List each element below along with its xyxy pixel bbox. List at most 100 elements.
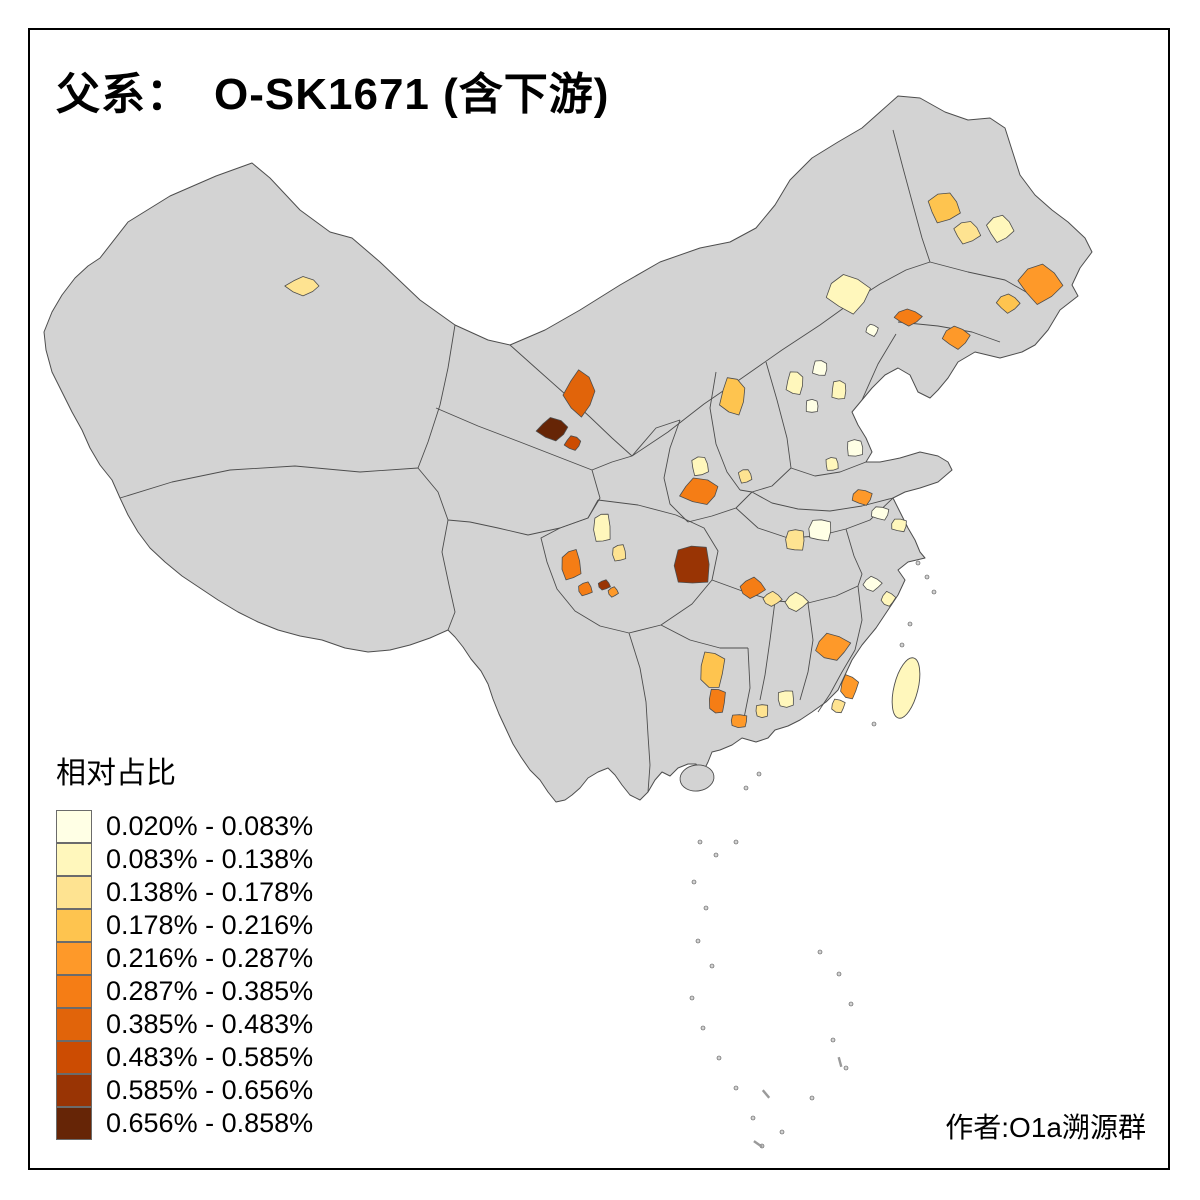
islet: [817, 949, 823, 955]
province-border: [817, 649, 856, 713]
map-region: [808, 519, 832, 542]
legend-row: 0.287% - 0.385%: [56, 975, 313, 1008]
mainland-layer: [43, 95, 1093, 803]
map-region: [862, 575, 883, 592]
legend-label: 0.656% - 0.858%: [106, 1108, 314, 1138]
map-region: [815, 632, 852, 661]
map-region: [739, 576, 766, 599]
legend-row: 0.656% - 0.858%: [56, 1107, 313, 1140]
map-region: [730, 714, 748, 728]
map-region: [607, 586, 619, 598]
islet: [713, 852, 719, 858]
province-border: [447, 469, 601, 536]
islet: [779, 1129, 785, 1135]
province-border: [845, 528, 863, 587]
map-region: [880, 591, 897, 607]
province-border: [435, 407, 593, 471]
legend-row: 0.020% - 0.083%: [56, 810, 313, 843]
map-region: [691, 456, 709, 477]
map-region: [673, 545, 710, 584]
highlighted-regions-layer: [284, 192, 1064, 728]
map-region: [986, 214, 1015, 243]
legend-swatch: [56, 1008, 92, 1041]
islet: [871, 721, 877, 727]
legend-row: 0.178% - 0.216%: [56, 909, 313, 942]
legend-swatch: [56, 843, 92, 876]
map-region: [700, 651, 726, 688]
map-region: [891, 518, 907, 533]
province-border: [663, 419, 689, 523]
map-region: [593, 513, 611, 542]
small-islets-layer: [689, 560, 937, 1149]
map-region: [995, 293, 1021, 314]
map-region: [812, 360, 828, 376]
legend-row: 0.083% - 0.138%: [56, 843, 313, 876]
map-region: [612, 544, 627, 562]
legend-label: 0.083% - 0.138%: [106, 844, 314, 874]
province-border: [790, 461, 867, 477]
map-region: [865, 323, 879, 337]
islet: [697, 839, 703, 845]
province-border: [759, 600, 776, 701]
province-border: [739, 467, 792, 493]
legend-label: 0.287% - 0.385%: [106, 976, 314, 1006]
province-border: [417, 467, 456, 631]
map-region: [578, 581, 593, 597]
islet: [848, 1001, 854, 1007]
province-border: [687, 491, 753, 523]
legend-swatch: [56, 942, 92, 975]
legend-row: 0.138% - 0.178%: [56, 876, 313, 909]
islet: [756, 771, 762, 777]
map-region: [562, 369, 596, 418]
islet: [716, 1055, 722, 1061]
taiwan-island: [891, 657, 921, 719]
province-border: [929, 261, 1041, 301]
legend-label: 0.216% - 0.287%: [106, 943, 314, 973]
map-region: [719, 377, 746, 416]
map-region: [709, 688, 726, 714]
map-region: [953, 221, 982, 245]
map-region: [851, 489, 873, 506]
map-region: [927, 192, 961, 224]
province-border: [591, 455, 633, 471]
legend-label: 0.020% - 0.083%: [106, 811, 314, 841]
hainan-island: [679, 764, 715, 792]
legend-swatch: [56, 975, 92, 1008]
province-border: [854, 585, 863, 651]
legend-row: 0.483% - 0.585%: [56, 1041, 313, 1074]
legend: 相对占比 0.020% - 0.083% 0.083% - 0.138% 0.138…: [56, 748, 313, 1140]
map-region: [777, 690, 794, 708]
islet: [743, 785, 749, 791]
map-region: [847, 439, 864, 457]
islet: [750, 1115, 756, 1121]
map-region: [563, 435, 582, 451]
legend-label: 0.178% - 0.216%: [106, 910, 314, 940]
map-region: [561, 549, 582, 581]
islet: [695, 938, 701, 944]
islet: [931, 589, 937, 595]
islet: [843, 1065, 849, 1071]
map-region: [825, 274, 871, 315]
dash-mark: [837, 1056, 843, 1068]
province-border: [799, 602, 814, 701]
map-region: [831, 698, 846, 714]
province-border: [631, 261, 931, 457]
islet: [691, 879, 697, 885]
islet: [700, 1025, 706, 1031]
province-border: [417, 324, 456, 469]
map-region: [1017, 263, 1064, 305]
dash-mark: [753, 1140, 763, 1148]
islet: [709, 963, 715, 969]
legend-row: 0.385% - 0.483%: [56, 1008, 313, 1041]
islands-layer: [679, 657, 921, 792]
islet: [703, 905, 709, 911]
legend-label: 0.585% - 0.656%: [106, 1075, 314, 1105]
map-region: [825, 457, 839, 471]
islet: [830, 1037, 836, 1043]
map-region: [805, 399, 819, 413]
province-border: [660, 624, 748, 649]
legend-swatch: [56, 1041, 92, 1074]
province-borders-layer: [119, 129, 1041, 793]
legend-swatch: [56, 810, 92, 843]
